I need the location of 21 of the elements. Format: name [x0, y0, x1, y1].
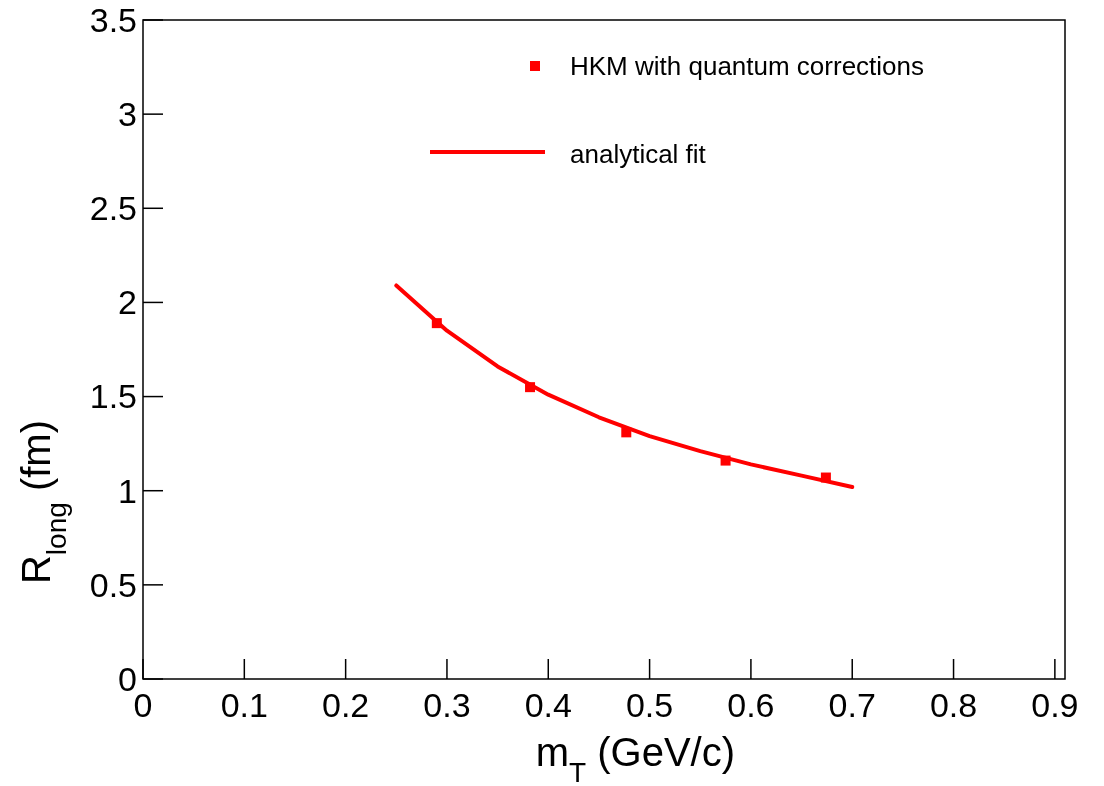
y-tick-label: 3	[118, 95, 137, 134]
x-tick-label: 0.7	[828, 686, 876, 724]
x-tick-label: 0.3	[423, 686, 471, 724]
legend-label: analytical fit	[570, 139, 707, 170]
x-tick-label: 0.9	[1031, 686, 1079, 724]
line-series	[394, 283, 855, 489]
x-tick-label: 0.8	[929, 686, 978, 724]
y-tick-label: 2.5	[89, 189, 137, 228]
x-tick-label: 0.6	[727, 686, 775, 724]
y-tick-label: 3.5	[89, 0, 137, 39]
x-axis-title: m$_{T}$ (GeV/c)	[535, 730, 735, 786]
y-tick-label: 0.5	[89, 565, 137, 604]
y-tick-label: 2	[118, 283, 137, 322]
legend-label: HKM with quantum corrections	[570, 51, 925, 82]
y-tick-label: 1	[118, 471, 137, 510]
x-tick-label: 0.5	[625, 686, 674, 724]
y-tick-label: 0	[118, 659, 137, 698]
x-tick-label: 0.4	[524, 686, 572, 724]
x-tick-label: 0.1	[220, 686, 268, 724]
x-tick-label: 0.2	[322, 686, 370, 724]
y-tick-label: 1.5	[89, 377, 137, 416]
